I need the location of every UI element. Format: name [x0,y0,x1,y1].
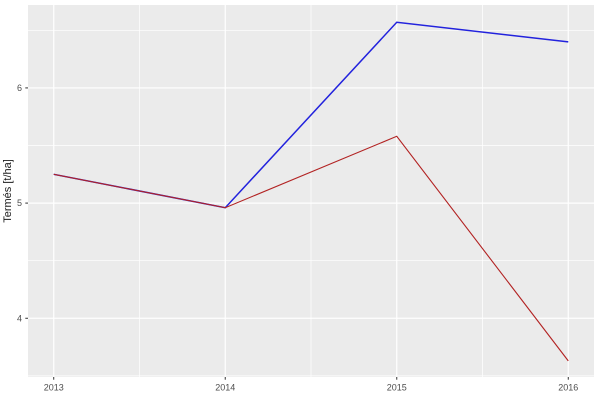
x-tick-label: 2015 [387,383,407,393]
x-tick-label: 2016 [558,383,578,393]
y-tick-label: 6 [17,83,22,93]
x-tick-label: 2013 [44,383,64,393]
x-tick-label: 2014 [215,383,235,393]
y-tick-label: 5 [17,198,22,208]
y-tick-label: 4 [17,313,22,323]
series-line-red-series [53,135,569,362]
